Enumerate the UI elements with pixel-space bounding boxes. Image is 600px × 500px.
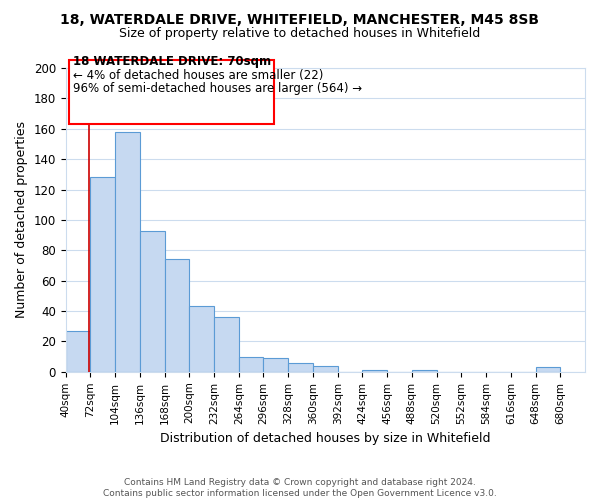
- Bar: [115, 132, 140, 372]
- Bar: [263, 358, 288, 372]
- Text: Size of property relative to detached houses in Whitefield: Size of property relative to detached ho…: [119, 28, 481, 40]
- Bar: [412, 370, 437, 372]
- X-axis label: Distribution of detached houses by size in Whitefield: Distribution of detached houses by size …: [160, 432, 491, 445]
- Bar: [288, 362, 313, 372]
- Text: Contains HM Land Registry data © Crown copyright and database right 2024.
Contai: Contains HM Land Registry data © Crown c…: [103, 478, 497, 498]
- Bar: [164, 260, 190, 372]
- Bar: [239, 356, 263, 372]
- Bar: [190, 306, 214, 372]
- Text: ← 4% of detached houses are smaller (22): ← 4% of detached houses are smaller (22): [73, 68, 324, 82]
- Text: 18, WATERDALE DRIVE, WHITEFIELD, MANCHESTER, M45 8SB: 18, WATERDALE DRIVE, WHITEFIELD, MANCHES…: [61, 12, 539, 26]
- Y-axis label: Number of detached properties: Number of detached properties: [15, 122, 28, 318]
- Text: 18 WATERDALE DRIVE: 70sqm: 18 WATERDALE DRIVE: 70sqm: [73, 55, 272, 68]
- Bar: [214, 317, 239, 372]
- Bar: [536, 368, 560, 372]
- Bar: [140, 230, 164, 372]
- Text: 96% of semi-detached houses are larger (564) →: 96% of semi-detached houses are larger (…: [73, 82, 362, 96]
- Bar: [91, 178, 115, 372]
- Bar: [362, 370, 387, 372]
- Bar: [65, 331, 91, 372]
- Bar: [313, 366, 338, 372]
- FancyBboxPatch shape: [69, 60, 274, 124]
